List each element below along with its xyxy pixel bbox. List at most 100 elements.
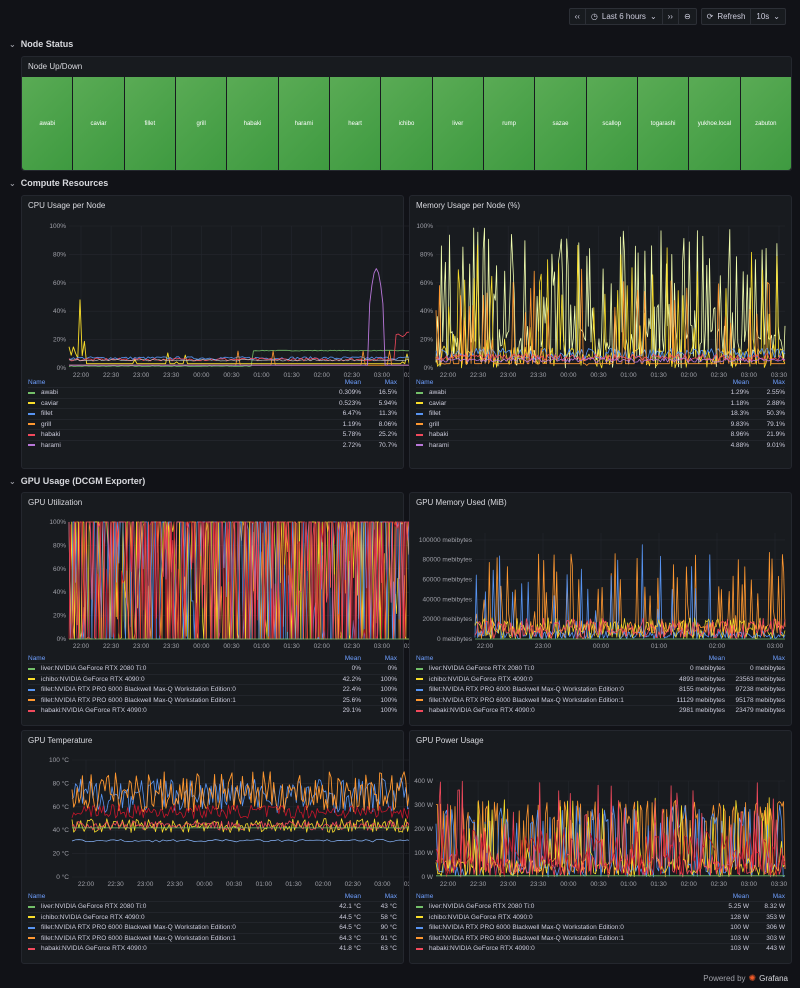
panel-memory-usage: Memory Usage per Node (%) 0% 20% 40% 60% 80%… bbox=[409, 195, 792, 469]
x-tick-label: 02:30 bbox=[711, 881, 728, 888]
node-tile[interactable]: scallop bbox=[586, 77, 637, 170]
x-tick-label: 01:00 bbox=[253, 643, 270, 650]
legend-row[interactable]: habaki:NVIDIA GeForce RTX 4090:0 103 W 4… bbox=[416, 943, 785, 954]
node-tile[interactable]: liver bbox=[432, 77, 483, 170]
legend-row[interactable]: fillet:NVIDIA RTX PRO 6000 Blackwell Max… bbox=[28, 932, 397, 944]
series-mean: 0.309% bbox=[338, 389, 361, 397]
x-tick-label: 23:30 bbox=[163, 372, 180, 379]
legend-mean-header[interactable]: Mean bbox=[708, 654, 725, 662]
legend-row[interactable]: fillet 18.3% 50.3% bbox=[416, 408, 785, 419]
x-tick-label: 03:30 bbox=[771, 881, 788, 888]
legend-name-header[interactable]: Name bbox=[416, 378, 434, 386]
y-tick-label: 200 W bbox=[414, 826, 434, 833]
chevrons-right-icon: ›› bbox=[667, 12, 673, 21]
legend-row[interactable]: fillet:NVIDIA RTX PRO 6000 Blackwell Max… bbox=[28, 694, 397, 706]
series-color-swatch bbox=[28, 947, 35, 950]
legend-row[interactable]: harami 4.88% 9.01% bbox=[416, 439, 785, 451]
legend-row[interactable]: fillet:NVIDIA RTX PRO 6000 Blackwell Max… bbox=[416, 684, 785, 695]
legend-max-header[interactable]: Max bbox=[384, 654, 397, 662]
legend-row[interactable]: fillet 6.47% 11.3% bbox=[28, 408, 397, 419]
grafana-brand-link[interactable]: Grafana bbox=[759, 974, 788, 983]
legend-row[interactable]: caviar 0.523% 5.94% bbox=[28, 397, 397, 409]
x-tick-label: 00:00 bbox=[560, 881, 577, 888]
node-tile[interactable]: heart bbox=[329, 77, 381, 170]
legend-row[interactable]: liver:NVIDIA GeForce RTX 2080 Ti:0 42.1 … bbox=[28, 901, 397, 912]
legend-row[interactable]: grill 9.83% 79.1% bbox=[416, 418, 785, 430]
node-tile[interactable]: ichibo bbox=[381, 77, 432, 170]
legend-name-header[interactable]: Name bbox=[28, 892, 46, 900]
legend-name-header[interactable]: Name bbox=[28, 654, 46, 662]
zoom-out-button[interactable]: ⊖ bbox=[679, 9, 696, 24]
row-gpu-usage[interactable]: ⌄ GPU Usage (DCGM Exporter) bbox=[9, 476, 145, 486]
node-tile[interactable]: harami bbox=[278, 77, 329, 170]
x-tick-label: 00:30 bbox=[590, 372, 607, 379]
legend-row[interactable]: habaki:NVIDIA GeForce RTX 4090:0 29.1% 1… bbox=[28, 705, 397, 716]
legend-row[interactable]: liver:NVIDIA GeForce RTX 2080 Ti:0 0% 0% bbox=[28, 663, 397, 674]
series-max: 443 W bbox=[766, 945, 785, 953]
legend-row[interactable]: habaki 8.96% 21.9% bbox=[416, 429, 785, 440]
legend-max-header[interactable]: Max bbox=[772, 892, 785, 900]
legend-row[interactable]: ichibo:NVIDIA GeForce RTX 4090:0 44.5 °C… bbox=[28, 911, 397, 923]
row-node-status[interactable]: ⌄ Node Status bbox=[9, 39, 73, 49]
series-mean: 2981 mebibytes bbox=[679, 707, 725, 715]
series-mean: 25.6% bbox=[342, 696, 361, 704]
refresh-button[interactable]: ⟳ Refresh bbox=[702, 9, 752, 24]
legend-row[interactable]: ichibo:NVIDIA GeForce RTX 4090:0 128 W 3… bbox=[416, 911, 785, 923]
legend-row[interactable]: ichibo:NVIDIA GeForce RTX 4090:0 4893 me… bbox=[416, 673, 785, 685]
node-tile[interactable]: habaki bbox=[227, 77, 278, 170]
legend-row[interactable]: habaki:NVIDIA GeForce RTX 4090:0 2981 me… bbox=[416, 705, 785, 716]
node-tile[interactable]: zabuton bbox=[740, 77, 791, 170]
row-compute-resources[interactable]: ⌄ Compute Resources bbox=[9, 178, 108, 188]
legend-max-header[interactable]: Max bbox=[384, 378, 397, 386]
node-tile[interactable]: caviar bbox=[73, 77, 124, 170]
node-tile[interactable]: fillet bbox=[124, 77, 175, 170]
time-shift-forward-button[interactable]: ›› bbox=[663, 9, 679, 24]
node-tile[interactable]: rump bbox=[483, 77, 535, 170]
legend-row[interactable]: fillet:NVIDIA RTX PRO 6000 Blackwell Max… bbox=[416, 694, 785, 706]
series-name: habaki:NVIDIA GeForce RTX 4090:0 bbox=[41, 945, 147, 953]
legend-header: Name Mean Max bbox=[416, 377, 785, 387]
legend-row[interactable]: habaki 5.78% 25.2% bbox=[28, 429, 397, 440]
legend-row[interactable]: fillet:NVIDIA RTX PRO 6000 Blackwell Max… bbox=[28, 684, 397, 695]
legend-mean-header[interactable]: Mean bbox=[344, 892, 361, 900]
series-name: liver:NVIDIA GeForce RTX 2080 Ti:0 bbox=[41, 903, 147, 911]
node-tile[interactable]: yukhoe.local bbox=[689, 77, 740, 170]
legend-max-header[interactable]: Max bbox=[384, 892, 397, 900]
legend-mean-header[interactable]: Mean bbox=[344, 654, 361, 662]
y-tick-label: 60% bbox=[53, 280, 66, 287]
node-tile[interactable]: grill bbox=[175, 77, 227, 170]
refresh-interval-picker[interactable]: 10s ⌄ bbox=[751, 9, 785, 24]
node-tile[interactable]: togarashi bbox=[637, 77, 689, 170]
legend-row[interactable]: fillet:NVIDIA RTX PRO 6000 Blackwell Max… bbox=[416, 922, 785, 933]
legend-name-header[interactable]: Name bbox=[416, 654, 434, 662]
legend-row[interactable]: awabi 1.29% 2.55% bbox=[416, 387, 785, 398]
legend-row[interactable]: fillet:NVIDIA RTX PRO 6000 Blackwell Max… bbox=[416, 932, 785, 944]
legend-max-header[interactable]: Max bbox=[772, 378, 785, 386]
legend-row[interactable]: liver:NVIDIA GeForce RTX 2080 Ti:0 5.25 … bbox=[416, 901, 785, 912]
x-tick-label: 23:00 bbox=[133, 372, 150, 379]
y-tick-label: 80% bbox=[53, 542, 66, 549]
y-tick-label: 60% bbox=[53, 566, 66, 573]
series-name: awabi bbox=[429, 389, 446, 397]
legend-name-header[interactable]: Name bbox=[416, 892, 434, 900]
y-tick-label: 400 W bbox=[414, 778, 434, 785]
legend-row[interactable]: caviar 1.18% 2.88% bbox=[416, 397, 785, 409]
legend-mean-header[interactable]: Mean bbox=[732, 892, 749, 900]
legend-row[interactable]: awabi 0.309% 16.5% bbox=[28, 387, 397, 398]
legend-row[interactable]: grill 1.19% 8.06% bbox=[28, 418, 397, 430]
series-color-swatch bbox=[28, 391, 35, 394]
time-range-picker[interactable]: ◷ Last 6 hours ⌄ bbox=[586, 9, 663, 24]
time-shift-back-button[interactable]: ‹‹ bbox=[570, 9, 586, 24]
legend-row[interactable]: ichibo:NVIDIA GeForce RTX 4090:0 42.2% 1… bbox=[28, 673, 397, 685]
legend-row[interactable]: habaki:NVIDIA GeForce RTX 4090:0 41.8 °C… bbox=[28, 943, 397, 954]
node-tile[interactable]: sazae bbox=[535, 77, 586, 170]
chevrons-left-icon: ‹‹ bbox=[574, 12, 580, 21]
legend-row[interactable]: harami 2.72% 70.7% bbox=[28, 439, 397, 451]
legend-mean-header[interactable]: Mean bbox=[344, 378, 361, 386]
node-tile[interactable]: awabi bbox=[22, 77, 73, 170]
legend-name-header[interactable]: Name bbox=[28, 378, 46, 386]
legend-max-header[interactable]: Max bbox=[772, 654, 785, 662]
legend-mean-header[interactable]: Mean bbox=[732, 378, 749, 386]
legend-row[interactable]: fillet:NVIDIA RTX PRO 6000 Blackwell Max… bbox=[28, 922, 397, 933]
legend-row[interactable]: liver:NVIDIA GeForce RTX 2080 Ti:0 0 meb… bbox=[416, 663, 785, 674]
